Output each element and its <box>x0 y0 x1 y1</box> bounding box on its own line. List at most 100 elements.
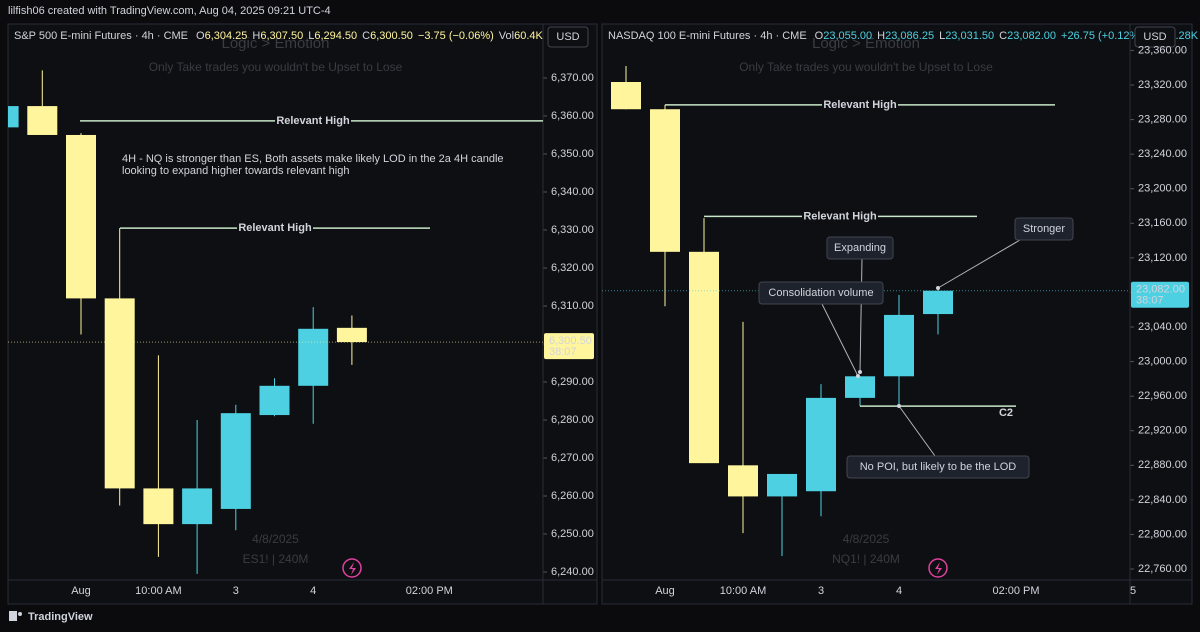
symbol-legend: NASDAQ 100 E-mini Futures · 4h · CME O23,… <box>608 30 1199 42</box>
legend-value: 6,304.25 <box>205 30 248 42</box>
symbol: S&P 500 E-mini Futures · 4h · CME <box>14 30 188 42</box>
last-price-box <box>544 333 594 360</box>
watermark-date: 4/8/2025 <box>843 532 890 546</box>
y-tick-label: 6,290.00 <box>551 376 594 388</box>
callout-line <box>898 405 936 457</box>
change: −3.75 (−0.06%) <box>418 30 494 42</box>
legend-key: O <box>815 30 824 42</box>
candle-body <box>689 251 719 464</box>
legend-key: H <box>877 30 885 42</box>
y-tick-label: 6,270.00 <box>551 452 594 464</box>
candle-body <box>884 314 914 377</box>
callout-line <box>859 258 863 373</box>
x-tick-label: Aug <box>655 585 675 597</box>
volume: 60.4K <box>514 30 543 42</box>
y-tick-label: 22,880.00 <box>1138 459 1187 471</box>
candle-body <box>143 488 174 525</box>
y-tick-label: 23,200.00 <box>1138 183 1187 195</box>
level-label: Relevant High <box>823 99 897 111</box>
y-tick-label: 6,310.00 <box>551 300 594 312</box>
y-tick-label: 23,120.00 <box>1138 252 1187 264</box>
watermark-date: 4/8/2025 <box>252 532 299 546</box>
candles <box>611 66 953 557</box>
candle-body <box>806 397 836 492</box>
candle-body <box>845 376 875 398</box>
candle-body <box>650 109 680 252</box>
candle-body <box>104 298 135 489</box>
callout: No POI, but likely to be the LOD <box>860 461 1017 473</box>
x-tick-label: 3 <box>818 585 824 597</box>
callout: Consolidation volume <box>768 287 873 299</box>
legend-value: 6,300.50 <box>370 30 413 42</box>
y-tick-label: 22,840.00 <box>1138 494 1187 506</box>
legend-key: C <box>362 30 370 42</box>
last-price: 6,300.50 <box>549 335 592 347</box>
legend-key: L <box>939 30 945 42</box>
candle-body <box>336 327 367 343</box>
watermark-title: Logic > Emotion <box>222 35 330 52</box>
candle-body <box>66 134 96 299</box>
legend-value: 6,294.50 <box>314 30 357 42</box>
lightning-icon <box>928 558 948 578</box>
x-tick-label: 02:00 PM <box>406 585 453 597</box>
panel-left <box>7 23 598 605</box>
y-tick-label: 23,320.00 <box>1138 79 1187 91</box>
y-tick-label: 23,000.00 <box>1138 355 1187 367</box>
level-label: Relevant High <box>238 222 312 234</box>
candle-body <box>767 473 797 497</box>
y-tick-label: 6,280.00 <box>551 414 594 426</box>
y-tick-label: 6,360.00 <box>551 110 594 122</box>
countdown: 38:07 <box>1136 295 1164 307</box>
callout-box <box>1014 217 1074 241</box>
symbol-legend: S&P 500 E-mini Futures · 4h · CME O6,304.… <box>14 30 543 42</box>
callout-line <box>937 239 1021 289</box>
currency-box <box>547 26 589 48</box>
legend-key: C <box>999 30 1007 42</box>
level-label: Relevant High <box>803 210 877 222</box>
y-tick-label: 6,320.00 <box>551 262 594 274</box>
y-tick-label: 6,240.00 <box>551 566 594 578</box>
y-tick-label: 6,350.00 <box>551 148 594 160</box>
y-tick-label: 22,800.00 <box>1138 528 1187 540</box>
candle-body <box>259 385 290 416</box>
footer-logo <box>9 611 22 621</box>
legend-value: 6,307.50 <box>260 30 303 42</box>
y-tick-label: 6,250.00 <box>551 528 594 540</box>
x-tick-label: 3 <box>233 585 239 597</box>
candle-body <box>923 290 953 315</box>
lightning-bolt <box>935 562 942 575</box>
x-tick-label: Aug <box>71 585 91 597</box>
note: looking to expand higher towards relevan… <box>122 165 349 177</box>
x-tick-label: 02:00 PM <box>992 585 1039 597</box>
candle-body <box>220 413 251 509</box>
legend-value: 23,031.50 <box>945 30 994 42</box>
change: +26.75 (+0.12%) <box>1061 30 1143 42</box>
callout-dot <box>858 370 862 374</box>
y-tick-label: 22,920.00 <box>1138 425 1187 437</box>
watermark-symbol: NQ1! | 240M <box>832 552 900 566</box>
candle-body <box>27 106 58 135</box>
y-tick-label: 23,160.00 <box>1138 217 1187 229</box>
candles <box>8 70 367 574</box>
x-tick-label: 4 <box>310 585 316 597</box>
level-label: Relevant High <box>276 115 350 127</box>
credit: lilfish06 created with TradingView.com, … <box>8 5 331 17</box>
y-tick-label: 6,330.00 <box>551 224 594 236</box>
y-tick-label: 6,260.00 <box>551 490 594 502</box>
callout-box <box>758 281 884 305</box>
x-tick-label: 4 <box>896 585 902 597</box>
lightning-bolt <box>349 562 356 575</box>
volume-key: Vol <box>499 30 514 42</box>
currency: USD <box>556 31 579 43</box>
y-tick-label: 22,960.00 <box>1138 390 1187 402</box>
callout-box <box>846 455 1030 479</box>
countdown: 38:07 <box>549 346 577 358</box>
candle-body <box>182 488 213 525</box>
level-label: C2 <box>999 407 1013 419</box>
y-tick-label: 23,280.00 <box>1138 113 1187 125</box>
level-label-bg <box>802 209 878 224</box>
x-tick-label: 10:00 AM <box>720 585 766 597</box>
last-price-box <box>1131 281 1189 308</box>
callout-box <box>826 236 894 260</box>
